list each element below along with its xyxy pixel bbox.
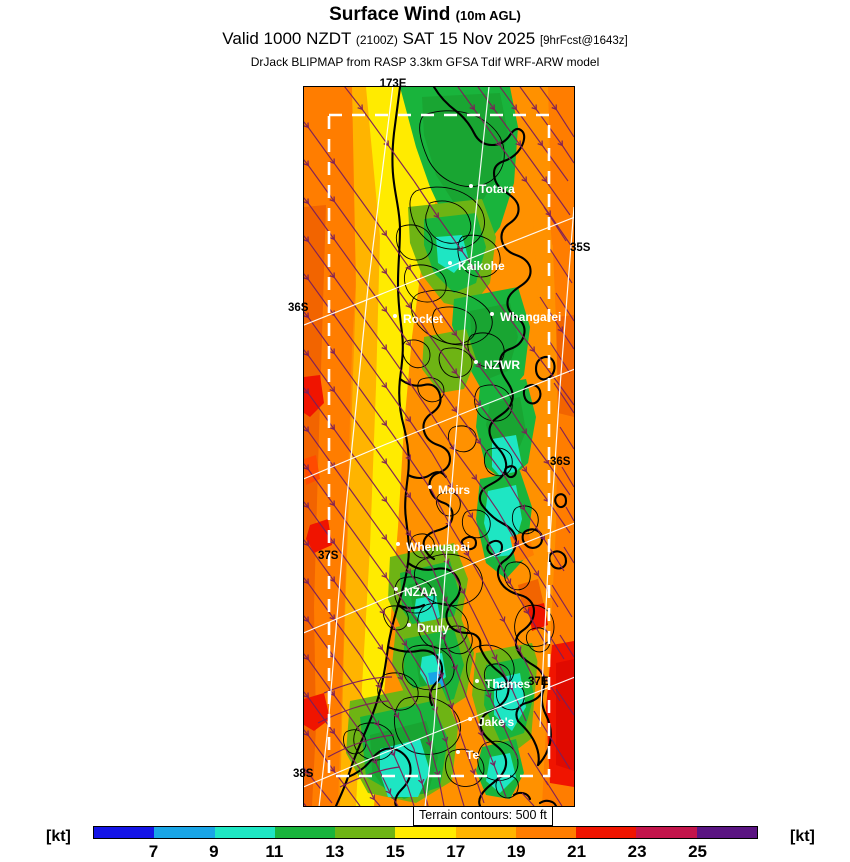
grid-label-37E: 37E <box>528 676 549 688</box>
grid-label-36S: 36S <box>550 456 571 468</box>
grid-label-38S: 38S <box>293 768 314 780</box>
colorbar-band-13-15 <box>335 827 396 838</box>
colorbar-band-15-17 <box>395 827 456 838</box>
station-marker-te[interactable] <box>456 750 460 754</box>
station-marker-nzwr[interactable] <box>474 360 478 364</box>
colorbar-tick-7: 7 <box>148 842 159 861</box>
station-label-te: Te <box>466 748 480 762</box>
grid-label-35S: 35S <box>570 242 591 254</box>
colorbar-band-11-13 <box>274 827 336 838</box>
colorbar-units-left: [kt] <box>46 828 71 845</box>
station-marker-totara[interactable] <box>469 184 473 188</box>
colorbar-tick-15: 15 <box>385 842 405 861</box>
station-label-moirs: Moirs <box>438 483 471 497</box>
colorbar-band-19-21 <box>515 827 577 838</box>
figure-title-line: Surface Wind (10m AGL) <box>0 4 850 27</box>
terrain-contour-note: Terrain contours: 500 ft <box>413 806 553 826</box>
station-marker-moirs[interactable] <box>428 485 432 489</box>
station-label-nzaa: NZAA <box>404 585 438 599</box>
colorbar-tick-21: 21 <box>567 842 587 861</box>
colorbar-legend: [kt] [kt] 7 9 11 13 15 17 19 21 23 25 <box>0 826 850 861</box>
valid-time-utc: (2100Z) <box>355 33 398 47</box>
colorbar-band-21-23 <box>576 827 637 838</box>
station-label-rocket: Rocket <box>403 312 444 326</box>
station-marker-whenuapai[interactable] <box>396 542 400 546</box>
colorbar-band-17-19 <box>455 827 516 838</box>
station-label-whenuapai: Whenuapai <box>406 540 471 554</box>
colorbar-tick-11: 11 <box>265 842 284 861</box>
colorbar-band-5-7 <box>94 827 155 838</box>
figure-header: Surface Wind (10m AGL) Valid 1000 NZDT (… <box>0 0 850 70</box>
station-label-nzwr: NZWR <box>484 358 520 372</box>
colorbar-band-25-27 <box>696 827 757 838</box>
figure-valid-line: Valid 1000 NZDT (2100Z) SAT 15 Nov 2025 … <box>0 28 850 52</box>
station-marker-kaikohe[interactable] <box>448 261 452 265</box>
grid-label-37S: 37S <box>318 550 339 562</box>
valid-date: SAT 15 Nov 2025 <box>402 29 536 48</box>
colorbar-band-9-11 <box>214 827 275 838</box>
page-title: Surface Wind <box>329 4 451 25</box>
map-canvas <box>304 87 574 806</box>
station-marker-thames[interactable] <box>475 679 479 683</box>
station-marker-nzaa[interactable] <box>394 587 398 591</box>
station-marker-rocket[interactable] <box>393 314 397 318</box>
grid-label-173E: 173E <box>379 78 407 90</box>
station-marker-whangarei[interactable] <box>490 312 494 316</box>
colorbar-band-23-25 <box>636 827 697 838</box>
colorbar-tick-9: 9 <box>209 842 219 861</box>
wind-map[interactable] <box>303 86 575 807</box>
station-label-totara: Totara <box>479 182 515 196</box>
station-label-thames: Thames <box>485 677 531 691</box>
station-label-jake-s: Jake's <box>478 715 515 729</box>
colorbar-gradient <box>93 826 758 839</box>
colorbar-tick-17: 17 <box>446 842 466 861</box>
model-source-line: DrJack BLIPMAP from RASP 3.3km GFSA Tdif… <box>250 55 600 69</box>
colorbar-units-right: [kt] <box>790 828 815 845</box>
colorbar-tick-19: 19 <box>506 842 526 861</box>
colorbar-tick-25: 25 <box>688 842 707 861</box>
station-marker-jake-s[interactable] <box>468 717 472 721</box>
title-altitude-suffix: (10m AGL) <box>455 8 521 23</box>
station-label-drury: Drury <box>417 621 450 635</box>
grid-label-36S: 36S <box>288 302 309 314</box>
colorbar-band-7-9 <box>154 827 215 838</box>
station-label-whangarei: Whangarei <box>500 310 562 324</box>
station-marker-drury[interactable] <box>407 623 411 627</box>
colorbar-tick-23: 23 <box>627 842 647 861</box>
station-label-kaikohe: Kaikohe <box>458 259 505 273</box>
forecast-tag: [9hrFcst@1643z] <box>539 35 628 47</box>
valid-time: Valid 1000 NZDT <box>222 29 352 48</box>
colorbar-tick-13: 13 <box>325 842 345 861</box>
